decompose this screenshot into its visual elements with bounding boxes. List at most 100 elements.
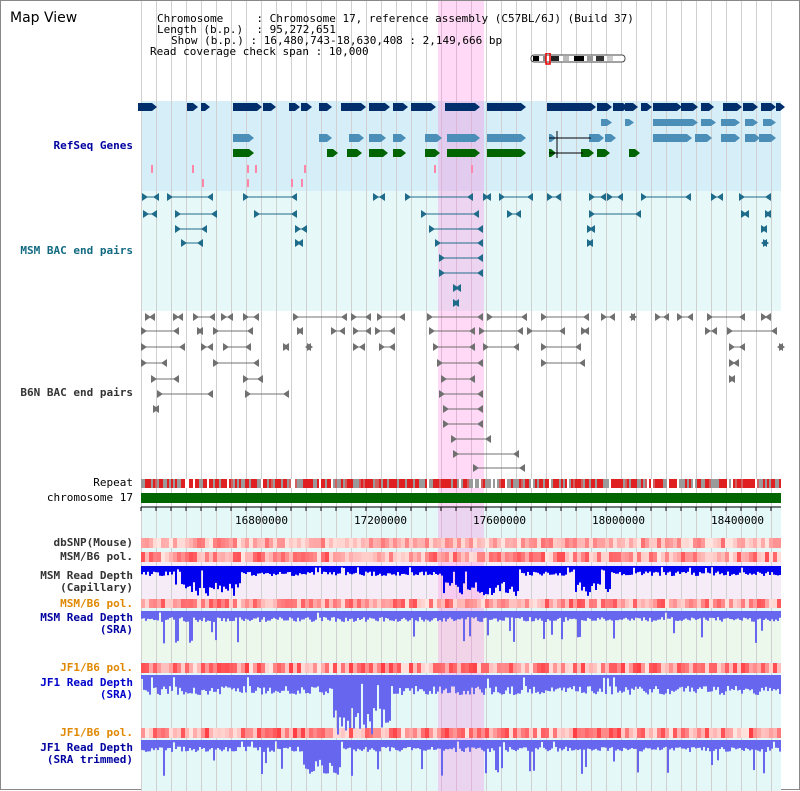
repeat-block — [775, 479, 777, 488]
depth-bar — [141, 675, 143, 679]
depth-bar — [449, 566, 451, 586]
polymorphism-cell — [169, 728, 173, 738]
depth-bar — [715, 566, 717, 573]
repeat-block — [583, 479, 585, 488]
depth-bar — [749, 611, 751, 619]
depth-bar — [763, 675, 765, 691]
b6n-bac-pair-end — [541, 343, 547, 351]
polymorphism-cell — [453, 663, 457, 673]
depth-bar — [751, 740, 753, 750]
polymorphism-cell — [157, 599, 161, 608]
refseq-small-gene — [291, 179, 293, 187]
depth-bar — [297, 566, 299, 576]
msm-bac-pair-end — [743, 210, 749, 218]
depth-bar — [359, 740, 361, 750]
b6n-bac-pair-end — [739, 343, 745, 351]
depth-bar — [519, 566, 521, 570]
depth-bar — [259, 675, 261, 689]
gridline — [651, 1, 652, 791]
polymorphism-cell — [533, 599, 537, 608]
depth-bar — [433, 566, 435, 573]
depth-bar — [765, 740, 767, 752]
depth-bar — [277, 611, 279, 620]
depth-bar — [589, 566, 591, 593]
depth-bar — [397, 675, 399, 694]
depth-bar — [241, 611, 243, 620]
chromosome-ideogram[interactable] — [529, 53, 629, 65]
selected-region-highlight[interactable] — [438, 1, 484, 791]
depth-bar — [199, 740, 201, 747]
polymorphism-cell — [425, 728, 429, 738]
depth-bar — [227, 611, 229, 619]
repeat-block — [541, 479, 543, 488]
depth-bar — [779, 566, 781, 575]
depth-bar — [659, 566, 661, 576]
b6n-bac-pair-end — [521, 313, 527, 321]
polymorphism-cell — [317, 728, 321, 738]
depth-bar — [255, 675, 257, 691]
depth-bar — [395, 611, 397, 620]
polymorphism-cell — [641, 599, 645, 608]
repeat-block — [533, 479, 535, 488]
depth-bar — [705, 566, 707, 568]
depth-bar — [541, 675, 543, 693]
repeat-block — [361, 479, 363, 488]
polymorphism-cell — [561, 538, 565, 548]
repeat-block — [237, 479, 239, 488]
repeat-block — [639, 479, 641, 488]
polymorphism-cell — [645, 663, 649, 673]
polymorphism-cell — [761, 538, 765, 548]
repeat-block — [149, 479, 151, 488]
polymorphism-cell — [185, 552, 189, 562]
polymorphism-cell — [593, 538, 597, 548]
polymorphism-cell — [433, 552, 437, 562]
depth-bar — [691, 675, 693, 688]
b6n-bac-pair-end — [161, 359, 167, 367]
polymorphism-cell — [669, 538, 673, 548]
polymorphism-cell — [173, 552, 177, 562]
polymorphism-cell — [257, 728, 261, 738]
depth-bar — [765, 566, 767, 574]
depth-bar — [341, 611, 343, 622]
depth-bar — [179, 611, 181, 619]
polymorphism-cell — [501, 728, 505, 738]
polymorphism-cell — [533, 538, 537, 548]
depth-bar — [277, 566, 279, 575]
depth-bar — [673, 740, 675, 751]
polymorphism-cell — [681, 538, 685, 548]
polymorphism-cell — [169, 552, 173, 562]
polymorphism-cell — [413, 552, 417, 562]
repeat-block — [453, 479, 455, 488]
depth-bar — [325, 566, 327, 573]
refseq-gene-arrow — [677, 103, 682, 111]
depth-bar — [365, 611, 367, 622]
depth-bar — [775, 740, 777, 748]
depth-bar — [587, 566, 589, 596]
depth-bar — [561, 566, 563, 576]
polymorphism-cell — [705, 538, 709, 548]
repeat-block — [545, 479, 547, 488]
depth-bar — [495, 740, 497, 771]
refseq-gene-arrow — [475, 103, 480, 111]
depth-bar — [337, 566, 339, 574]
depth-bar — [439, 611, 441, 620]
depth-bar — [179, 675, 181, 688]
depth-bar — [205, 566, 207, 594]
polymorphism-cell — [197, 552, 201, 562]
depth-bar — [377, 675, 379, 686]
polymorphism-cell — [461, 728, 465, 738]
depth-bar — [195, 611, 197, 621]
depth-bar — [683, 611, 685, 620]
polymorphism-cell — [581, 538, 585, 548]
depth-bar — [175, 740, 177, 750]
depth-bar — [777, 611, 779, 622]
depth-bar — [327, 740, 329, 774]
polymorphism-cell — [621, 599, 625, 608]
depth-bar — [707, 611, 709, 621]
depth-bar — [339, 675, 341, 718]
repeat-block — [155, 479, 157, 488]
depth-bar — [555, 675, 557, 690]
polymorphism-cell — [449, 728, 453, 738]
depth-bar — [513, 675, 515, 695]
